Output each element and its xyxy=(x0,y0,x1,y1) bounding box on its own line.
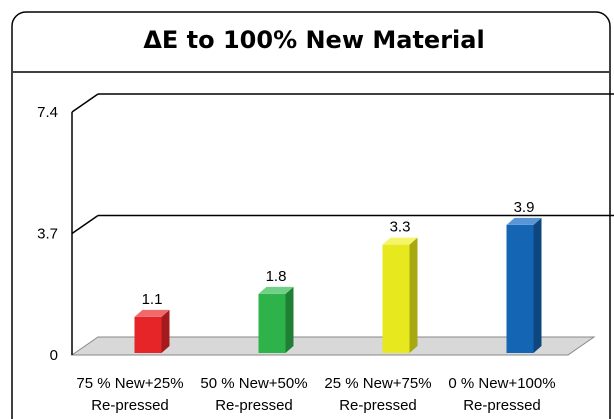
data-label: 3.3 xyxy=(390,219,411,236)
x-tick-label-line: Re-pressed xyxy=(339,397,417,414)
gridline-diagonal xyxy=(71,214,99,235)
x-tick-label-line: Re-pressed xyxy=(463,397,541,414)
data-label: 3.9 xyxy=(514,199,535,216)
bar xyxy=(382,244,410,353)
x-tick-label: 75 % New+25% Re-pressed xyxy=(76,375,183,414)
bar-top xyxy=(382,237,418,245)
x-tick-label-line: 25 % New+75% xyxy=(324,375,431,392)
bar-side xyxy=(409,237,418,353)
y-tick-label: 7.4 xyxy=(37,104,58,121)
x-tick-label-line: 0 % New+100% xyxy=(448,375,555,392)
data-label: 1.8 xyxy=(266,268,287,285)
x-tick-label: 0 % New+100% Re-pressed xyxy=(448,375,555,414)
chart-floor xyxy=(70,336,596,356)
gridline-diagonal xyxy=(71,93,99,113)
bar xyxy=(134,316,162,353)
bar-top xyxy=(134,309,170,317)
y-tick-label: 3.7 xyxy=(37,226,58,243)
data-label: 1.1 xyxy=(142,291,163,308)
bar xyxy=(258,293,286,353)
x-tick-label: 50 % New+50% Re-pressed xyxy=(200,375,307,414)
bar-side xyxy=(285,286,294,353)
x-tick-label-line: Re-pressed xyxy=(215,397,293,414)
chart-title: ΔE to 100% New Material xyxy=(143,26,484,54)
bar xyxy=(506,224,534,353)
bar-side xyxy=(533,217,542,353)
bar-side xyxy=(161,309,170,353)
x-tick-label-line: 50 % New+50% xyxy=(200,375,307,392)
plot-area: 7.4 3.7 0 1.1 75 % New+25% Re-pressed 1.8 50 % … xyxy=(37,93,614,414)
y-tick-label: 0 xyxy=(50,347,58,364)
x-tick-label: 25 % New+75% Re-pressed xyxy=(324,375,431,414)
x-tick-label-line: 75 % New+25% xyxy=(76,375,183,392)
x-tick-label-line: Re-pressed xyxy=(91,397,169,414)
bar-top xyxy=(506,217,542,225)
bar-top xyxy=(258,286,294,294)
